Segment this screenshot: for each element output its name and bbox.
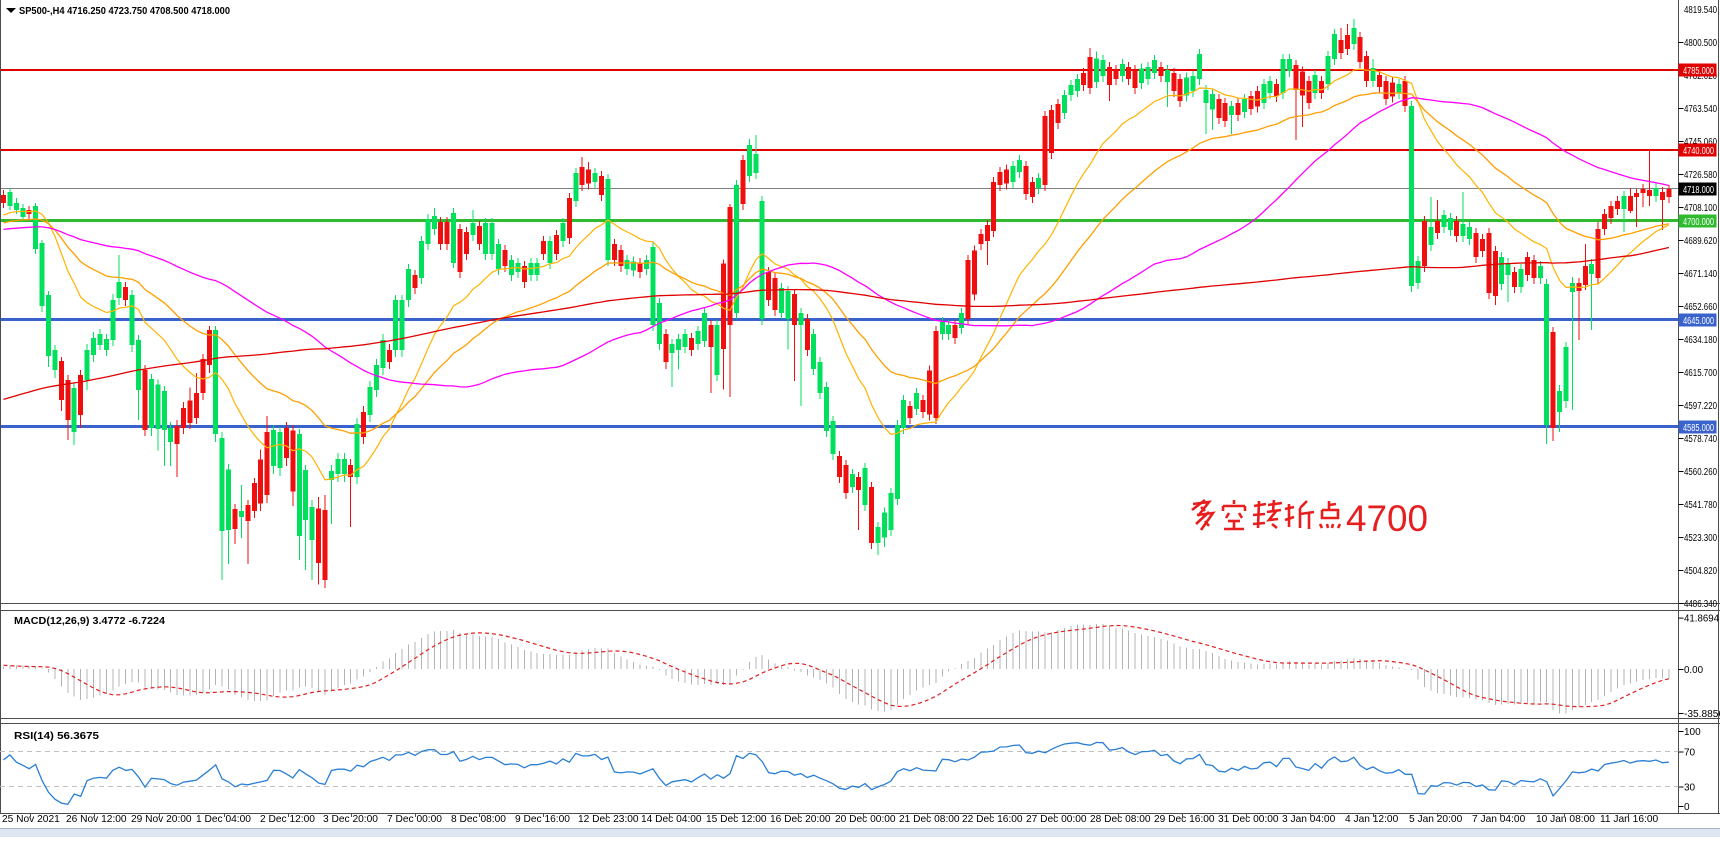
svg-text:4 Jan 12:00: 4 Jan 12:00 <box>1345 814 1399 825</box>
svg-text:25 Nov 2021: 25 Nov 2021 <box>2 814 60 825</box>
svg-text:4523.300: 4523.300 <box>1684 533 1717 544</box>
svg-text:4740.000: 4740.000 <box>1683 146 1714 157</box>
svg-text:4700.000: 4700.000 <box>1683 217 1714 228</box>
svg-text:4763.540: 4763.540 <box>1684 104 1717 115</box>
svg-text:7 Jan 04:00: 7 Jan 04:00 <box>1472 814 1526 825</box>
svg-text:27 Dec 00:00: 27 Dec 00:00 <box>1026 814 1087 825</box>
svg-text:SP500-,H4 4716.250 4723.750 4: SP500-,H4 4716.250 4723.750 4708.500 471… <box>19 5 230 17</box>
svg-text:28 Dec 08:00: 28 Dec 08:00 <box>1090 814 1151 825</box>
svg-text:4726.580: 4726.580 <box>1684 170 1717 181</box>
svg-text:21 Dec 08:00: 21 Dec 08:00 <box>899 814 960 825</box>
svg-text:22 Dec 16:00: 22 Dec 16:00 <box>962 814 1023 825</box>
svg-text:-35.8856: -35.8856 <box>1684 709 1720 720</box>
svg-text:31 Dec 00:00: 31 Dec 00:00 <box>1218 814 1279 825</box>
svg-text:5 Jan 20:00: 5 Jan 20:00 <box>1409 814 1463 825</box>
svg-text:7 Dec 00:00: 7 Dec 00:00 <box>387 814 442 825</box>
svg-text:15 Dec 12:00: 15 Dec 12:00 <box>706 814 767 825</box>
svg-text:8 Dec 08:00: 8 Dec 08:00 <box>451 814 506 825</box>
svg-text:14 Dec 04:00: 14 Dec 04:00 <box>641 814 702 825</box>
svg-text:MACD(12,26,9) 3.4772 -6.7224: MACD(12,26,9) 3.4772 -6.7224 <box>14 615 165 627</box>
svg-text:3 Jan 04:00: 3 Jan 04:00 <box>1282 814 1336 825</box>
svg-text:9 Dec 16:00: 9 Dec 16:00 <box>515 814 570 825</box>
svg-text:4645.000: 4645.000 <box>1683 316 1714 327</box>
svg-text:4800.500: 4800.500 <box>1684 38 1717 49</box>
svg-text:3 Dec 20:00: 3 Dec 20:00 <box>323 814 378 825</box>
svg-text:4745.060: 4745.060 <box>1684 137 1717 148</box>
svg-text:4578.740: 4578.740 <box>1684 434 1717 445</box>
svg-text:4486.340: 4486.340 <box>1684 599 1717 610</box>
svg-text:70: 70 <box>1684 748 1696 759</box>
svg-text:0.00: 0.00 <box>1684 665 1703 676</box>
svg-text:4560.260: 4560.260 <box>1684 467 1717 478</box>
svg-text:2 Dec 12:00: 2 Dec 12:00 <box>260 814 315 825</box>
svg-text:100: 100 <box>1684 727 1701 738</box>
svg-text:41.8694: 41.8694 <box>1684 614 1719 625</box>
svg-text:4689.620: 4689.620 <box>1684 236 1717 247</box>
svg-text:4615.700: 4615.700 <box>1684 368 1717 379</box>
svg-text:12 Dec 23:00: 12 Dec 23:00 <box>578 814 639 825</box>
svg-text:20 Dec 00:00: 20 Dec 00:00 <box>835 814 896 825</box>
svg-text:4541.780: 4541.780 <box>1684 500 1717 511</box>
svg-text:4785.000: 4785.000 <box>1683 66 1714 77</box>
svg-text:4652.660: 4652.660 <box>1684 302 1717 313</box>
svg-text:4597.220: 4597.220 <box>1684 401 1717 412</box>
svg-text:4585.000: 4585.000 <box>1683 423 1714 434</box>
svg-text:1 Dec 04:00: 1 Dec 04:00 <box>196 814 251 825</box>
svg-text:4708.100: 4708.100 <box>1684 203 1717 214</box>
svg-text:26 Nov 12:00: 26 Nov 12:00 <box>66 814 127 825</box>
svg-text:0: 0 <box>1684 802 1690 813</box>
svg-text:4718.000: 4718.000 <box>1683 185 1714 196</box>
svg-text:29 Nov 20:00: 29 Nov 20:00 <box>131 814 192 825</box>
svg-text:4671.140: 4671.140 <box>1684 269 1717 280</box>
svg-text:30: 30 <box>1684 783 1696 794</box>
svg-text:4504.820: 4504.820 <box>1684 566 1717 577</box>
svg-text:16 Dec 20:00: 16 Dec 20:00 <box>770 814 831 825</box>
svg-text:29 Dec 16:00: 29 Dec 16:00 <box>1154 814 1215 825</box>
svg-text:10 Jan 08:00: 10 Jan 08:00 <box>1536 814 1595 825</box>
svg-text:11 Jan 16:00: 11 Jan 16:00 <box>1600 814 1658 825</box>
svg-text:RSI(14) 56.3675: RSI(14) 56.3675 <box>14 730 99 742</box>
svg-text:4700: 4700 <box>1346 498 1428 539</box>
svg-text:4819.540: 4819.540 <box>1684 5 1717 16</box>
svg-text:4634.180: 4634.180 <box>1684 335 1717 346</box>
